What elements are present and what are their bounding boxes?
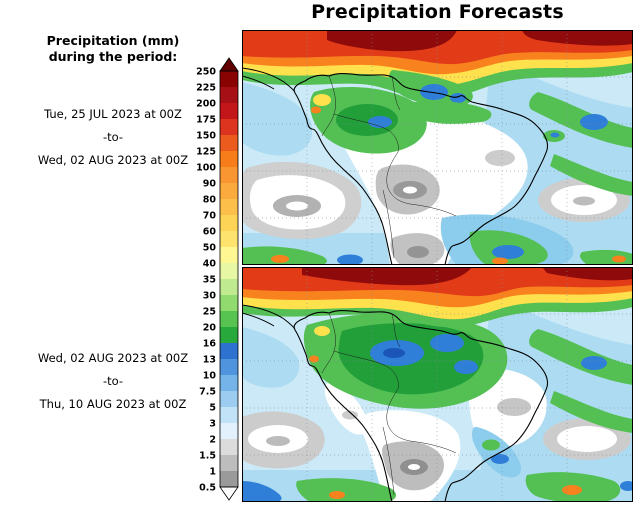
- period-1-start-date: Tue, 25 JUL 2023 at 00Z: [44, 107, 182, 121]
- colorbar-segment: [220, 263, 238, 279]
- colorbar: 2502252001751501251009080706050403530252…: [196, 57, 239, 501]
- colorbar-tick-label: 1.5: [199, 451, 216, 462]
- colorbar-tick-label: 100: [196, 163, 216, 174]
- period-2-separator: -to-: [102, 374, 124, 388]
- colorbar-arrow-below-min: [219, 486, 239, 501]
- colorbar-segment: [220, 135, 238, 151]
- period-1-label: Tue, 25 JUL 2023 at 00Z -to- Wed, 02 AUG…: [12, 108, 214, 177]
- colorbar-segment: [220, 71, 238, 87]
- colorbar-tick-label: 50: [203, 243, 217, 254]
- page-title: Precipitation Forecasts: [311, 1, 564, 23]
- colorbar-arrow-above-max: [219, 57, 239, 72]
- colorbar-segment: [220, 327, 238, 343]
- period-1-end-date: Wed, 02 AUG 2023 at 00Z: [37, 153, 189, 167]
- colorbar-tick-label: 2: [209, 435, 216, 446]
- forecast-map-period-2: [242, 267, 633, 502]
- colorbar-tick-label: 0.5: [199, 483, 216, 494]
- southern-ocean-rain-band: [242, 472, 633, 502]
- precipitation-field-week1: [242, 30, 633, 265]
- colorbar-segment: [220, 279, 238, 295]
- colorbar-segment: [220, 87, 238, 103]
- period-1-separator: -to-: [102, 130, 124, 144]
- colorbar-segment: [220, 359, 238, 375]
- colorbar-tick-label: 125: [196, 147, 216, 158]
- colorbar-tick-label: 250: [196, 67, 216, 78]
- colorbar-tick-label: 20: [203, 323, 217, 334]
- forecast-map-period-2-svg: [242, 267, 633, 502]
- colorbar-tick-label: 3: [209, 419, 216, 430]
- colorbar-segment: [220, 295, 238, 311]
- period-2-start-date: Wed, 02 AUG 2023 at 00Z: [37, 351, 189, 365]
- colorbar-tick-label: 1: [209, 467, 216, 478]
- colorbar-segment: [220, 119, 238, 135]
- colorbar-segment: [220, 215, 238, 231]
- colorbar-segment: [220, 167, 238, 183]
- colorbar-tick-label: 16: [203, 339, 217, 350]
- colorbar-tick-label: 150: [196, 131, 216, 142]
- colorbar-tick-label: 35: [203, 275, 216, 286]
- colorbar-segment: [220, 455, 238, 471]
- colorbar-segment: [220, 247, 238, 263]
- southern-ocean-rain-band: [242, 214, 633, 265]
- itcz-rain-band: [242, 30, 633, 107]
- colorbar-segment: [220, 103, 238, 119]
- colorbar-tick-label: 60: [203, 227, 217, 238]
- precipitation-field-week2: [242, 267, 633, 502]
- colorbar-segment: [220, 423, 238, 439]
- colorbar-segment: [220, 151, 238, 167]
- colorbar-outline: [219, 70, 239, 488]
- legend-heading-line1: Precipitation (mm): [46, 33, 180, 48]
- colorbar-tick-label: 70: [203, 211, 217, 222]
- colorbar-tick-label: 30: [203, 291, 217, 302]
- colorbar-tick-label: 225: [196, 83, 216, 94]
- period-2-label: Wed, 02 AUG 2023 at 00Z -to- Thu, 10 AUG…: [12, 352, 214, 421]
- colorbar-segment: [220, 391, 238, 407]
- colorbar-segment: [220, 375, 238, 391]
- colorbar-tick-label: 90: [203, 179, 217, 190]
- colorbar-tick-label: 25: [203, 307, 216, 318]
- amazon-rain-area: [310, 87, 492, 154]
- legend-heading-line2: during the period:: [48, 49, 178, 64]
- colorbar-segment: [220, 311, 238, 327]
- amazon-rain-area: [303, 313, 522, 478]
- atlantic-rain-streaks: [529, 92, 633, 196]
- colorbar-tick-label: 80: [203, 195, 217, 206]
- colorbar-tick-label: 13: [203, 355, 216, 366]
- legend-heading: Precipitation (mm) during the period:: [12, 33, 214, 65]
- forecast-map-period-1-svg: [242, 30, 633, 265]
- colorbar-tick-label: 200: [196, 99, 216, 110]
- period-2-end-date: Thu, 10 AUG 2023 at 00Z: [39, 397, 187, 411]
- itcz-rain-band: [242, 267, 633, 328]
- colorbar-tick-label: 175: [196, 115, 216, 126]
- colorbar-tick-label: 7.5: [199, 387, 216, 398]
- colorbar-segment: [220, 199, 238, 215]
- colorbar-tick-label: 10: [203, 371, 217, 382]
- atlantic-rain-streaks: [529, 329, 633, 433]
- colorbar-segment: [220, 407, 238, 423]
- colorbar-segment: [220, 471, 238, 487]
- colorbar-segment: [220, 343, 238, 359]
- colorbar-tick-label: 5: [209, 403, 216, 414]
- colorbar-segment: [220, 439, 238, 455]
- colorbar-tick-label: 40: [203, 259, 217, 270]
- forecast-map-period-1: [242, 30, 633, 265]
- colorbar-segment: [220, 183, 238, 199]
- colorbar-segment: [220, 231, 238, 247]
